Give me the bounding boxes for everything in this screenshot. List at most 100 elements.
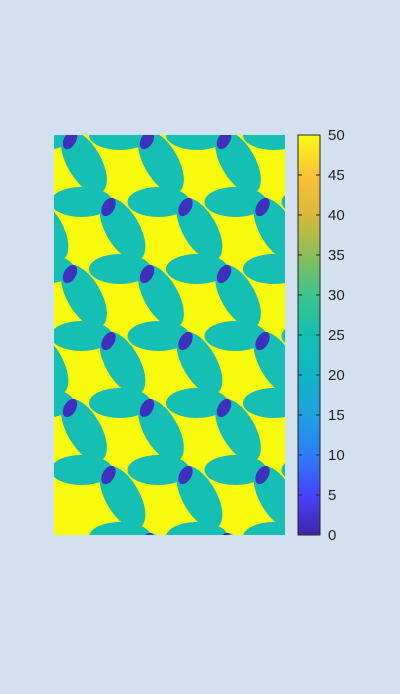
ellipse-overlap	[368, 530, 388, 553]
ellipse-horizontal	[243, 522, 285, 535]
ellipse-horizontal	[127, 187, 190, 217]
ellipse-overlap	[21, 61, 41, 84]
ellipse-tilted	[360, 659, 400, 694]
ellipse-overlap	[216, 135, 232, 150]
pattern-cell	[204, 187, 285, 261]
ellipse-horizontal	[282, 589, 344, 619]
pattern-cell	[0, 0, 39, 67]
colorbar-tick-label: 30	[328, 287, 345, 304]
ellipse-overlap	[175, 597, 195, 620]
ellipse-horizontal	[0, 187, 36, 217]
pattern-cell	[54, 321, 146, 395]
pattern-cell	[166, 135, 261, 194]
ellipse-tilted	[360, 257, 400, 335]
ellipse-horizontal	[89, 135, 151, 150]
ellipse-horizontal	[54, 187, 113, 217]
ellipse-overlap	[60, 0, 80, 18]
pattern-cell	[243, 0, 347, 67]
ellipse-horizontal	[0, 321, 36, 351]
pattern-cell	[54, 455, 146, 529]
ellipse-tilted	[321, 592, 385, 670]
ellipse-horizontal	[89, 388, 151, 418]
pattern-cell	[359, 187, 400, 268]
pattern-cell	[128, 53, 232, 134]
ellipse-horizontal	[282, 53, 344, 83]
ellipse-horizontal	[128, 589, 190, 619]
ellipse-tilted	[0, 123, 39, 201]
ellipse-overlap	[255, 331, 270, 351]
pattern-cell	[51, 53, 155, 134]
pattern-cell	[127, 321, 223, 395]
ellipse-overlap	[0, 0, 3, 18]
ellipse-horizontal	[51, 53, 113, 83]
pattern-cell	[128, 589, 232, 670]
ellipse-overlap	[214, 664, 234, 687]
ellipse-overlap	[62, 398, 78, 418]
ellipse-tilted	[129, 0, 193, 67]
ellipse-overlap	[178, 197, 193, 217]
pattern-cell	[89, 135, 184, 194]
ellipse-horizontal	[243, 656, 305, 686]
ellipse-tilted	[167, 592, 231, 670]
pattern-cell	[54, 254, 107, 328]
colorbar-tick-label: 10	[328, 447, 345, 464]
ellipse-overlap	[216, 264, 232, 284]
ellipse-tilted	[283, 0, 347, 67]
ellipse-overlap	[178, 331, 193, 351]
ellipse-tilted	[138, 532, 184, 535]
colorbar-gradient	[298, 135, 320, 535]
ellipse-tilted	[206, 0, 270, 67]
pattern-cell	[89, 254, 184, 328]
ellipse-overlap	[62, 264, 78, 284]
ellipse-tilted	[321, 56, 385, 134]
ellipse-horizontal	[54, 321, 113, 351]
pattern-cell	[54, 187, 146, 261]
ellipse-horizontal	[205, 53, 267, 83]
ellipse-horizontal	[359, 321, 400, 351]
ellipse-overlap	[368, 0, 388, 18]
pattern-cell	[243, 522, 347, 603]
ellipse-overlap	[291, 0, 311, 18]
ellipse-horizontal	[89, 254, 151, 284]
ellipse-overlap	[368, 664, 388, 687]
colorbar-tick-label: 5	[328, 487, 336, 504]
ellipse-overlap	[252, 597, 272, 620]
ellipse-overlap	[178, 465, 193, 485]
ellipse-horizontal	[166, 135, 228, 150]
ellipse-tilted	[244, 592, 308, 670]
ellipse-overlap	[175, 61, 195, 84]
ellipse-overlap	[255, 465, 270, 485]
ellipse-horizontal	[320, 0, 382, 16]
colorbar-tick-label: 15	[328, 407, 345, 424]
pattern-cell	[281, 463, 349, 486]
pattern-cell	[166, 0, 270, 67]
ellipse-overlap	[98, 61, 118, 84]
ellipse-overlap	[329, 463, 349, 486]
ellipse-overlap	[368, 396, 388, 419]
ellipse-tilted	[283, 659, 347, 694]
ellipse-horizontal	[243, 388, 285, 418]
ellipse-overlap	[216, 398, 232, 418]
ellipse-tilted	[283, 525, 347, 603]
colorbar-tick-label: 25	[328, 327, 345, 344]
pattern-cell	[359, 589, 400, 670]
pattern-cell	[0, 187, 69, 261]
pattern-cell	[0, 120, 39, 201]
pattern-cell	[89, 522, 184, 535]
ellipse-horizontal	[166, 0, 228, 16]
pattern-cell	[205, 589, 309, 670]
pattern-cell	[54, 135, 107, 194]
pattern-cell	[89, 388, 184, 462]
ellipse-horizontal	[243, 135, 285, 150]
ellipse-overlap	[0, 262, 3, 285]
ellipse-horizontal	[166, 388, 228, 418]
ellipse-overlap	[214, 0, 234, 18]
pattern-cell	[0, 53, 78, 134]
ellipse-overlap	[252, 61, 272, 84]
ellipse-tilted	[54, 197, 69, 261]
ellipse-overlap	[21, 195, 41, 218]
ellipse-horizontal	[204, 455, 267, 485]
